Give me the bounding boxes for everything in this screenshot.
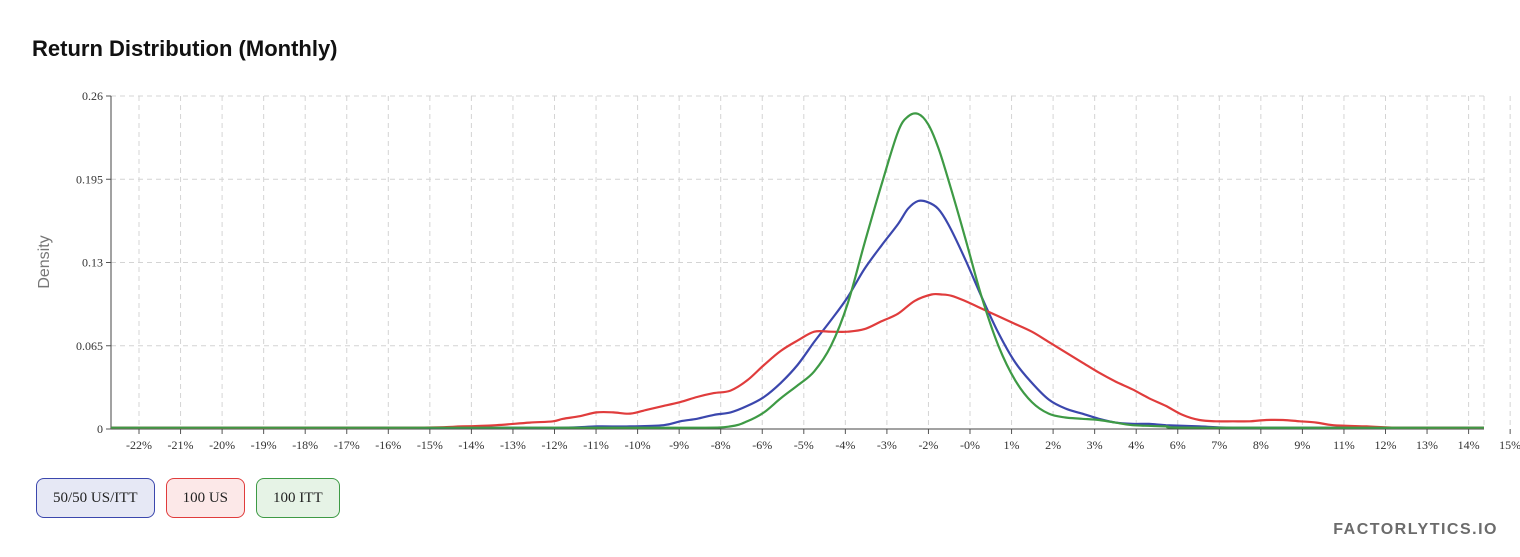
legend: 50/50 US/ITT 100 US 100 ITT (36, 478, 340, 518)
x-tick-label: 3% (1087, 438, 1103, 452)
x-tick-label: 8% (1253, 438, 1269, 452)
legend-label: 100 ITT (273, 489, 323, 506)
chart-title: Return Distribution (Monthly) (32, 36, 338, 61)
x-tick-label: 12% (1375, 438, 1397, 452)
x-tick-label: -10% (625, 438, 651, 452)
x-tick-label: 9% (1294, 438, 1310, 452)
x-tick-label: 7% (1211, 438, 1227, 452)
x-tick-label: -2% (918, 438, 938, 452)
x-tick-label: -0% (960, 438, 980, 452)
x-tick-label: 15% (1499, 438, 1520, 452)
x-tick-label: 2% (1045, 438, 1061, 452)
x-tick-label: 13% (1416, 438, 1438, 452)
y-tick-label: 0 (97, 422, 103, 436)
x-tick-label: -12% (542, 438, 568, 452)
density-chart: 0 0.065 0.13 0.195 0.26 -22% -21% -20% -19% -18% -… (36, 89, 1520, 452)
y-tick-label: 0.13 (82, 256, 103, 270)
series-line-100-itt (111, 112, 1485, 429)
x-tick-label: -15% (417, 438, 443, 452)
legend-item-5050[interactable]: 50/50 US/ITT (36, 478, 155, 518)
axes: 0 0.065 0.13 0.195 0.26 -22% -21% -20% -19% -18% -… (76, 89, 1520, 452)
x-tick-label: -8% (711, 438, 731, 452)
x-tick-label: -11% (583, 438, 609, 452)
x-tick-label: -3% (877, 438, 897, 452)
legend-label: 100 US (182, 489, 229, 506)
series-lines (110, 112, 1485, 429)
x-tick-label: -18% (292, 438, 318, 452)
y-axis-label: Density (36, 235, 53, 288)
x-tick-label: -13% (500, 438, 526, 452)
grid-lines (111, 95, 1511, 429)
x-tick-label: -16% (375, 438, 401, 452)
x-tick-label: -20% (209, 438, 235, 452)
y-tick-label: 0.065 (76, 339, 103, 353)
series-line-50-50-us-itt (111, 199, 1484, 429)
x-tick-label: -6% (752, 438, 772, 452)
legend-item-100itt[interactable]: 100 ITT (256, 478, 340, 518)
x-tick-label: -4% (835, 438, 855, 452)
x-tick-label: -5% (794, 438, 814, 452)
x-tick-label: 11% (1333, 438, 1355, 452)
x-tick-label: 14% (1458, 438, 1480, 452)
x-tick-label: 4% (1128, 438, 1144, 452)
legend-label: 50/50 US/ITT (53, 489, 138, 506)
brand-watermark: FACTORLYTICS.IO (1333, 521, 1498, 538)
x-tick-label: -17% (334, 438, 360, 452)
x-tick-label: 6% (1170, 438, 1186, 452)
y-tick-label: 0.26 (82, 89, 103, 103)
y-tick-label: 0.195 (76, 172, 103, 186)
x-tick-label: -19% (251, 438, 277, 452)
x-tick-label: -22% (126, 438, 152, 452)
x-tick-label: -9% (669, 438, 689, 452)
legend-item-100us[interactable]: 100 US (165, 478, 246, 518)
x-tick-label: -21% (168, 438, 194, 452)
x-tick-label: 1% (1004, 438, 1020, 452)
x-tick-label: -14% (458, 438, 484, 452)
series-line-100-us (110, 292, 1485, 429)
